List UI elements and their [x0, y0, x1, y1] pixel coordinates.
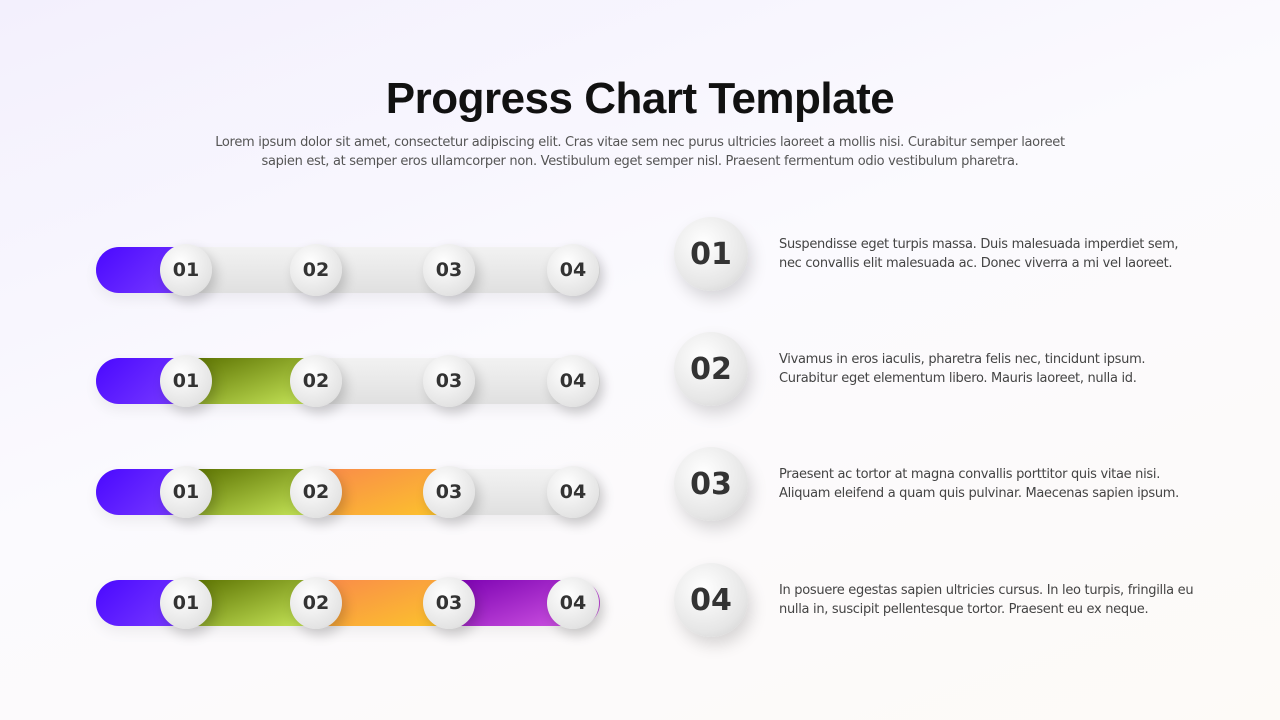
step-number-circle: 03 [674, 447, 748, 521]
progress-node: 03 [423, 577, 475, 629]
step-description: Vivamus in eros iaculis, pharetra felis … [779, 352, 1146, 386]
step-description: Praesent ac tortor at magna convallis po… [779, 467, 1179, 501]
progress-node: 03 [423, 244, 475, 296]
progress-node: 04 [547, 244, 599, 296]
progress-node: 04 [547, 466, 599, 518]
step-number-circle: 04 [674, 563, 748, 637]
step-number-circle: 01 [674, 217, 748, 291]
step-description: In posuere egestas sapien ultricies curs… [779, 583, 1194, 617]
page-title: Progress Chart Template [385, 74, 895, 123]
progress-node: 01 [160, 466, 212, 518]
progress-node: 02 [290, 355, 342, 407]
page-subtitle: Lorem ipsum dolor sit amet, consectetur … [215, 135, 1065, 169]
progress-node: 01 [160, 244, 212, 296]
progress-node: 02 [290, 244, 342, 296]
progress-node: 03 [423, 355, 475, 407]
progress-node: 04 [547, 577, 599, 629]
progress-node: 01 [160, 577, 212, 629]
step-description: Suspendisse eget turpis massa. Duis male… [779, 237, 1179, 271]
progress-node: 01 [160, 355, 212, 407]
progress-node: 04 [547, 355, 599, 407]
progress-node: 02 [290, 466, 342, 518]
progress-node: 02 [290, 577, 342, 629]
step-number-circle: 02 [674, 332, 748, 406]
progress-node: 03 [423, 466, 475, 518]
